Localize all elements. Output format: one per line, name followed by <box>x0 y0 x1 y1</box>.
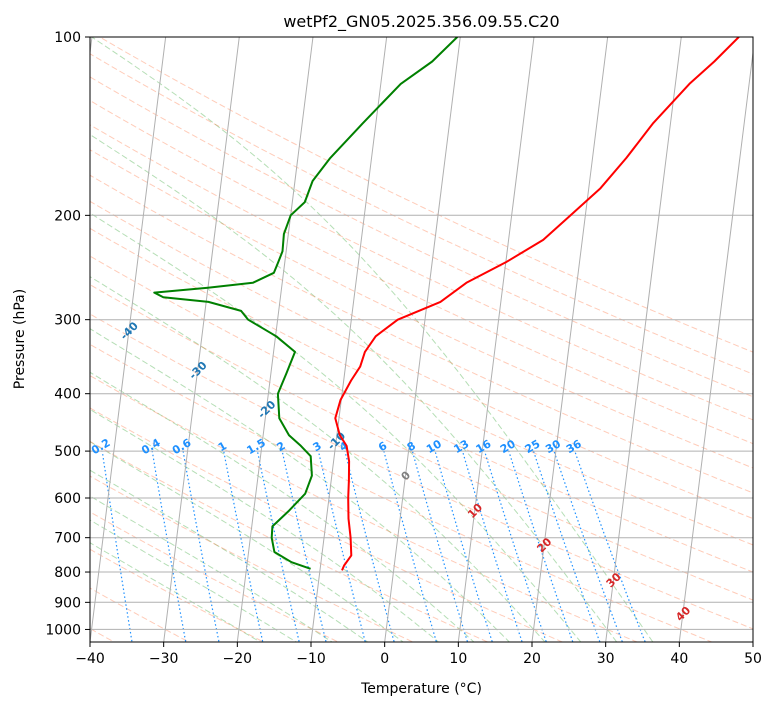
x-tick-label: −40 <box>75 651 105 667</box>
dry-adiabat <box>90 587 190 642</box>
moist-adiabat <box>90 469 369 642</box>
isotherm-line <box>605 37 682 642</box>
isotherm-line <box>384 37 461 642</box>
dry-adiabat <box>90 124 753 445</box>
moist-adiabat <box>90 37 654 642</box>
dry-adiabat <box>90 440 489 642</box>
isotherm-line <box>236 37 314 642</box>
pressure-gridlines <box>90 37 753 630</box>
isotherm-line <box>678 48 753 642</box>
mixing-ratio-line <box>223 450 264 642</box>
mixing-ratio-lines <box>101 450 646 642</box>
moist-adiabat <box>90 371 475 642</box>
mixing-ratio-line <box>344 450 395 642</box>
dry-adiabat <box>90 343 714 642</box>
x-tick-label: 40 <box>670 651 688 667</box>
dry-adiabat <box>90 100 753 421</box>
x-tick-label: 30 <box>597 651 615 667</box>
x-tick-label: 0 <box>380 651 389 667</box>
mixing-ratio-line <box>151 450 187 642</box>
plot-frame <box>89 36 754 643</box>
mixing-ratio-line <box>411 450 469 642</box>
x-axis-title: Temperature (°C) <box>360 681 482 697</box>
mixing-ratio-line <box>101 451 133 642</box>
plot-area <box>90 37 753 642</box>
mixing-ratio-line <box>281 450 327 642</box>
isotherm-line <box>310 37 388 642</box>
dry-adiabat <box>90 76 753 398</box>
moist-adiabat <box>90 276 546 642</box>
moist-adiabat <box>90 328 511 642</box>
y-tick-label: 800 <box>54 565 81 581</box>
moist-adiabat <box>90 519 298 642</box>
dry-adiabat <box>90 475 415 642</box>
y-tick-label: 100 <box>54 30 81 46</box>
mixing-ratio-line <box>182 450 220 642</box>
moist-adiabat <box>90 542 262 642</box>
temperature-line <box>334 37 740 571</box>
isotherm-line <box>90 37 167 642</box>
x-axis: −40 −30 −20 −10 0 10 20 30 40 50 <box>75 642 762 667</box>
mixing-ratio-line <box>484 450 547 642</box>
x-tick-label: −10 <box>296 651 326 667</box>
dry-adiabat <box>90 375 639 642</box>
isotherm-line <box>457 37 535 642</box>
skewed-isotherms <box>90 37 753 642</box>
dry-adiabat <box>90 200 753 520</box>
moist-adiabat <box>90 495 334 642</box>
dry-adiabat <box>90 227 753 546</box>
dry-adiabat <box>90 255 753 573</box>
x-tick-label: 10 <box>449 651 467 667</box>
dry-adiabat <box>90 511 340 642</box>
y-axis-title: Pressure (hPa) <box>12 289 28 389</box>
moist-adiabat <box>90 441 404 642</box>
y-tick-label: 500 <box>54 444 81 460</box>
dry-adiabats <box>90 37 753 642</box>
y-tick-label: 1000 <box>45 622 81 638</box>
y-tick-label: 300 <box>54 313 81 329</box>
chart-title: wetPf2_GN05.2025.356.09.55.C20 <box>283 12 559 32</box>
dry-adiabat <box>90 174 753 494</box>
isotherm-line <box>531 37 609 642</box>
mixing-ratio-line <box>508 450 574 642</box>
dry-adiabat <box>90 313 753 630</box>
mixing-ratio-line <box>256 450 300 642</box>
y-axis: 100 200 300 400 500 600 700 800 900 1000 <box>45 30 90 638</box>
moist-adiabat <box>90 408 440 642</box>
x-tick-label: 50 <box>744 651 762 667</box>
moist-adiabat <box>90 212 582 642</box>
dewpoint-line <box>153 37 458 570</box>
y-tick-label: 400 <box>54 387 81 403</box>
dry-adiabat <box>90 407 564 642</box>
moist-adiabats <box>90 37 654 642</box>
x-tick-label: −20 <box>223 651 253 667</box>
profile-series <box>153 37 740 571</box>
isotherm-line <box>163 37 240 642</box>
mixing-ratio-line <box>383 450 438 642</box>
y-tick-label: 200 <box>54 208 81 224</box>
x-tick-label: −30 <box>149 651 179 667</box>
mixing-ratio-line <box>434 450 493 642</box>
mixing-ratio-line <box>461 450 523 642</box>
y-tick-label: 600 <box>54 491 81 507</box>
x-tick-label: 20 <box>523 651 541 667</box>
y-tick-label: 900 <box>54 595 81 611</box>
y-tick-label: 700 <box>54 531 81 547</box>
